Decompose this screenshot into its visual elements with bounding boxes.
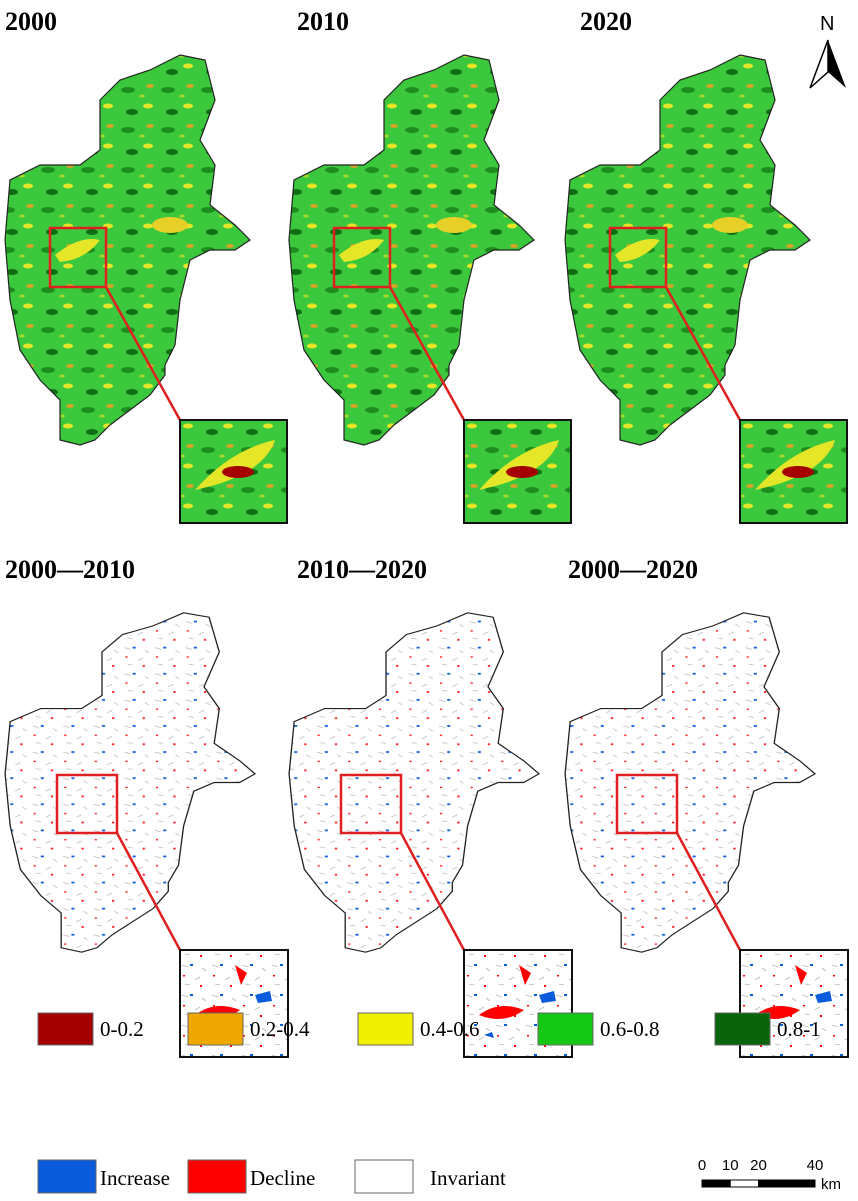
legend-swatch [187,1159,247,1194]
legend-swatch [354,1159,414,1194]
map-2000 [0,40,287,523]
legend-label: Increase [100,1166,170,1190]
scale-unit: km [821,1176,841,1193]
panel-title: 2010 [297,7,349,36]
map-2020 [560,40,847,523]
legend-label: 0.6-0.8 [600,1017,660,1041]
scale-segment [758,1179,816,1188]
legend-swatch [187,1012,244,1046]
scale-tick-label: 20 [750,1157,767,1174]
legend-label: 0.4-0.6 [420,1017,480,1041]
legend-label: Invariant [430,1166,506,1190]
panel-title: 2000—2020 [568,555,698,584]
legend-swatch [537,1012,594,1046]
panel-title: 2000 [5,7,57,36]
legend-swatch [37,1159,97,1194]
legend-label: 0.8-1 [777,1017,821,1041]
scale-tick-label: 0 [698,1157,706,1174]
legend-label: 0.2-0.4 [250,1017,310,1041]
legend-swatch [357,1012,414,1046]
scale-tick-label: 40 [807,1157,824,1174]
scale-tick-label: 10 [722,1157,739,1174]
maps [0,40,848,1057]
panel-title: 2020 [580,7,632,36]
legend-label: 0-0.2 [100,1017,144,1041]
legend-label: Decline [250,1166,315,1190]
panel-title: 2010—2020 [297,555,427,584]
map-2010 [284,40,571,523]
north-arrow: N [809,13,846,89]
panel-title: 2000—2010 [5,555,135,584]
scale-bar: 0 10 20 40 km [698,1157,841,1193]
map-2010-2020 [284,600,572,1057]
legend-swatch [714,1012,771,1046]
scale-segment [701,1179,731,1188]
legend: 0-0.2 0.2-0.4 0.4-0.6 0.6-0.8 0.8-1 Increase D… [37,1012,821,1194]
map-2000-2010 [0,600,288,1057]
legend-swatch [37,1012,94,1046]
scale-segment [729,1179,759,1188]
north-label: N [820,13,834,35]
map-2000-2020 [560,600,848,1057]
